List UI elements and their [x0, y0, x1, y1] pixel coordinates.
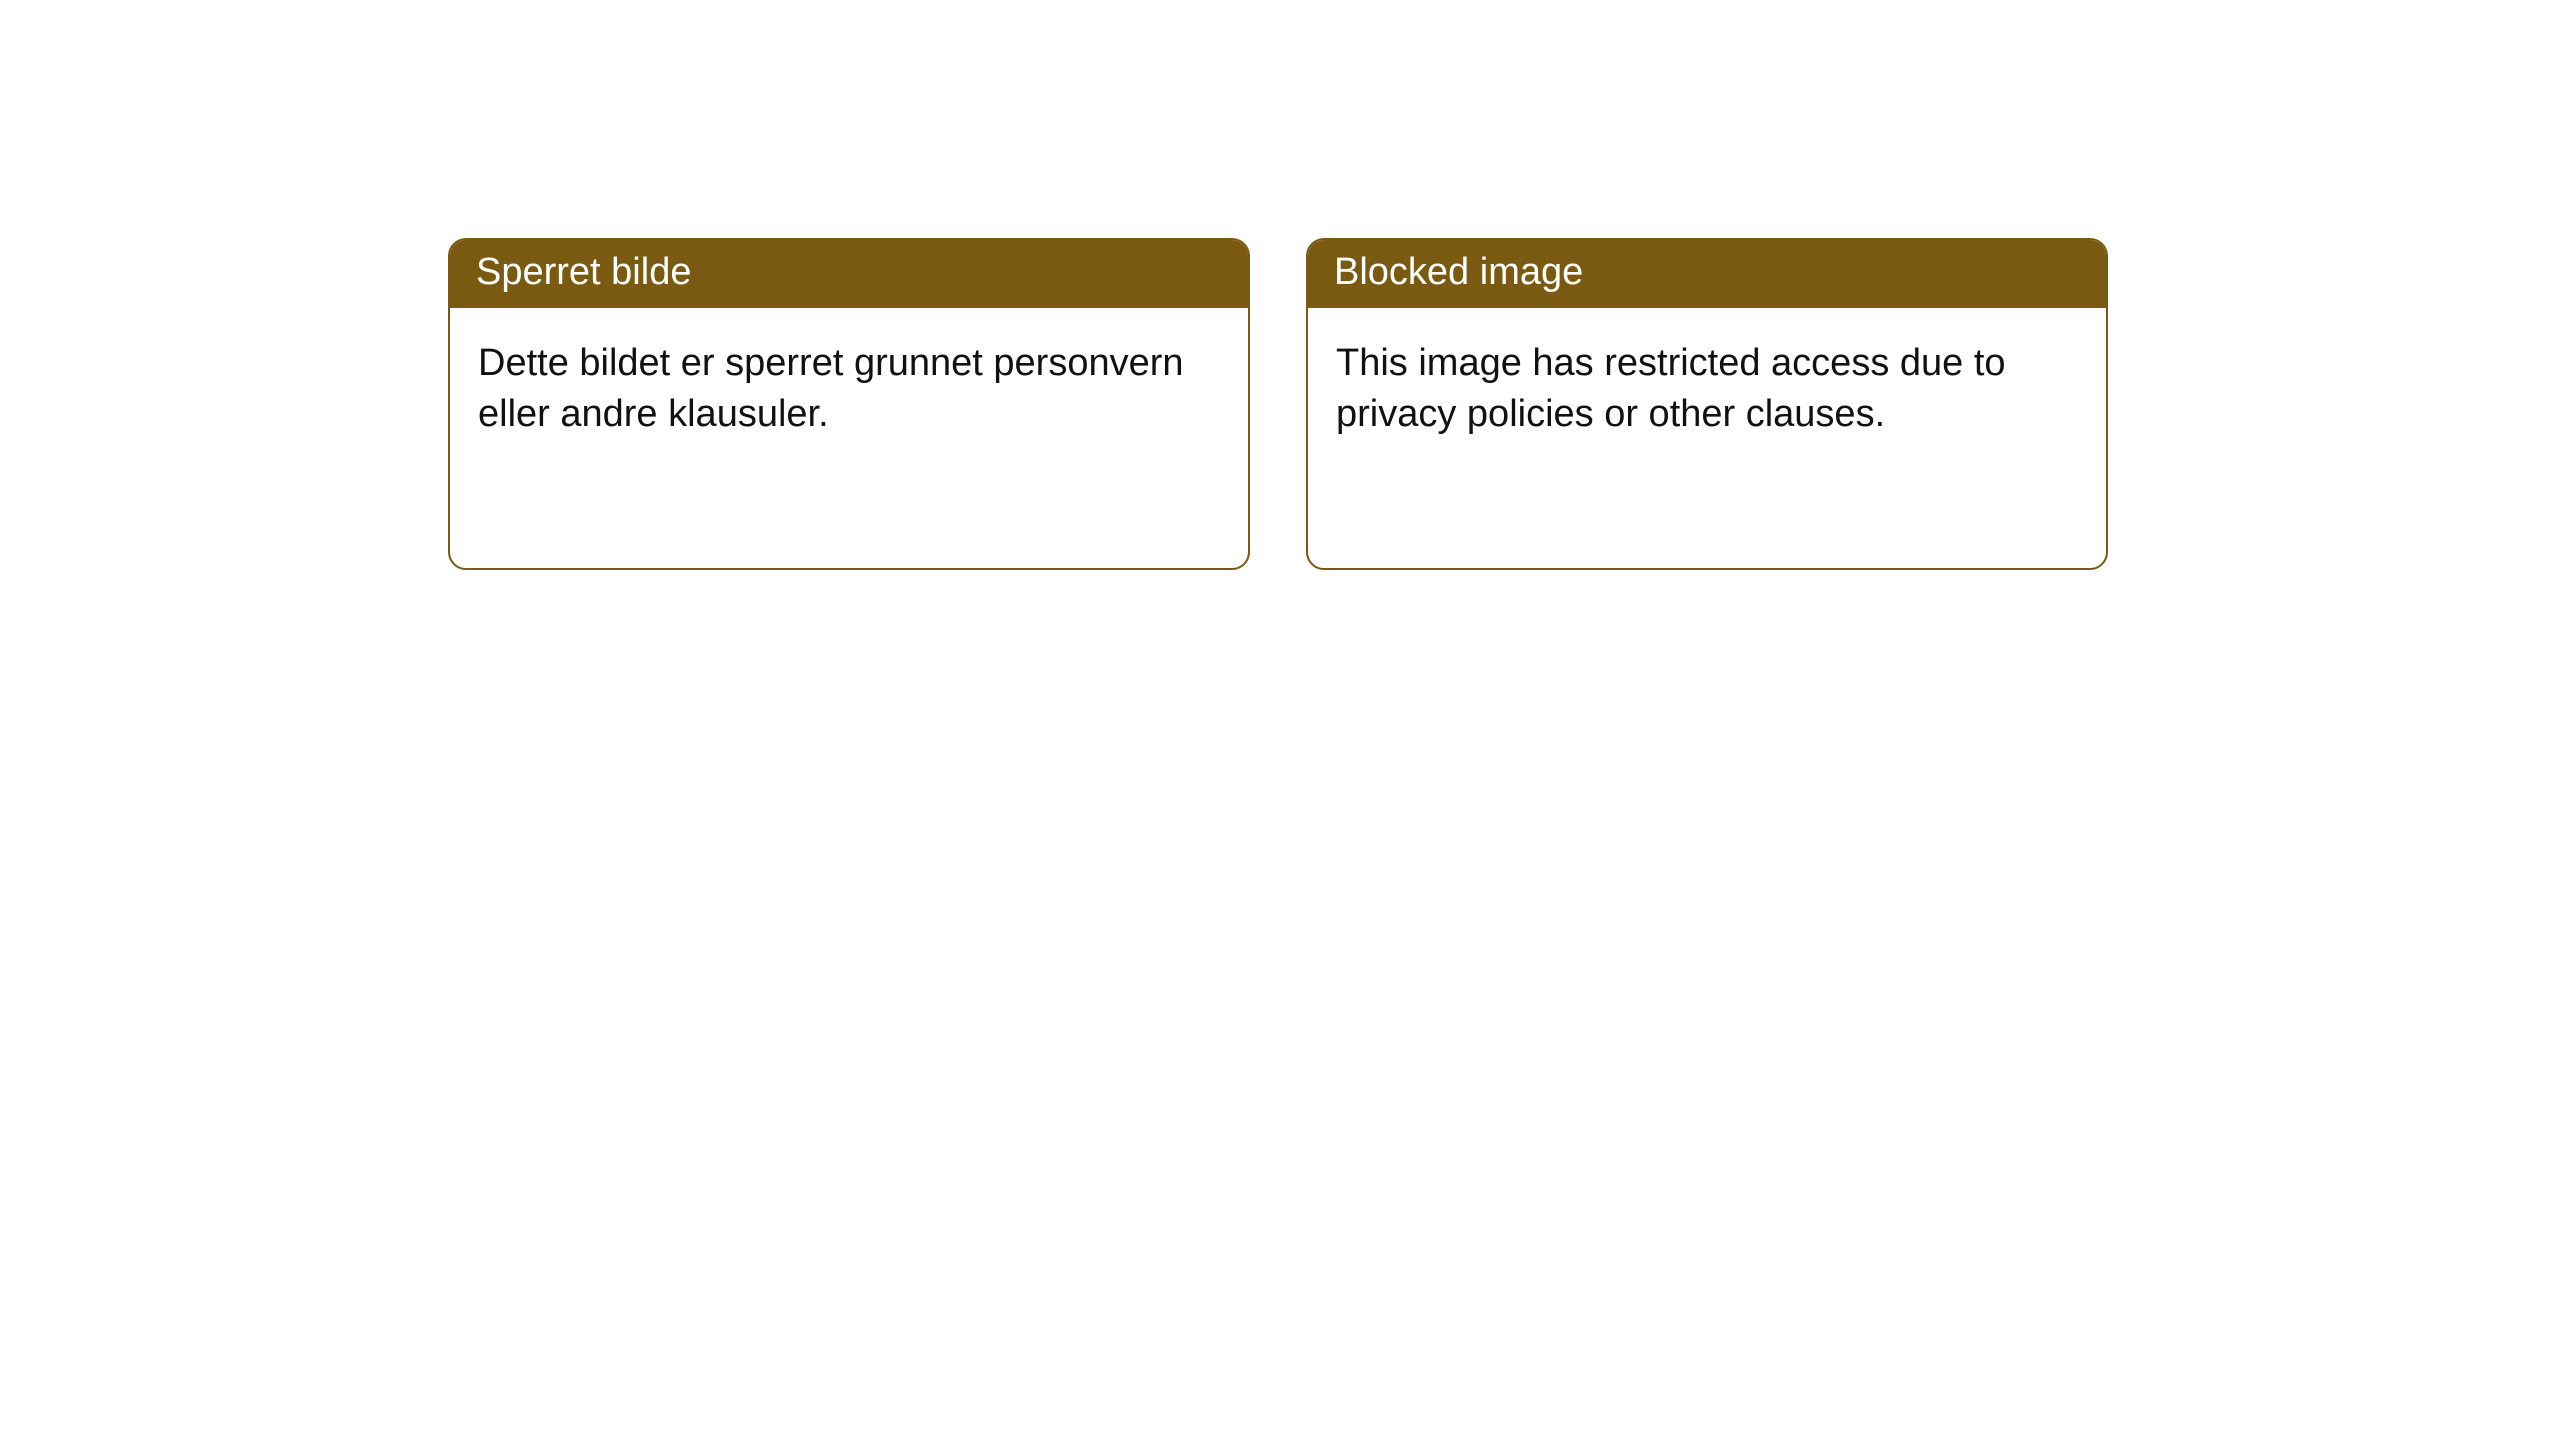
notice-card-header-no: Sperret bilde	[450, 240, 1248, 308]
notice-card-body-no: Dette bildet er sperret grunnet personve…	[450, 308, 1248, 568]
notice-card-en: Blocked image This image has restricted …	[1306, 238, 2108, 570]
notice-cards-container: Sperret bilde Dette bildet er sperret gr…	[0, 0, 2560, 570]
notice-card-header-en: Blocked image	[1308, 240, 2106, 308]
notice-card-body-en: This image has restricted access due to …	[1308, 308, 2106, 568]
notice-card-no: Sperret bilde Dette bildet er sperret gr…	[448, 238, 1250, 570]
